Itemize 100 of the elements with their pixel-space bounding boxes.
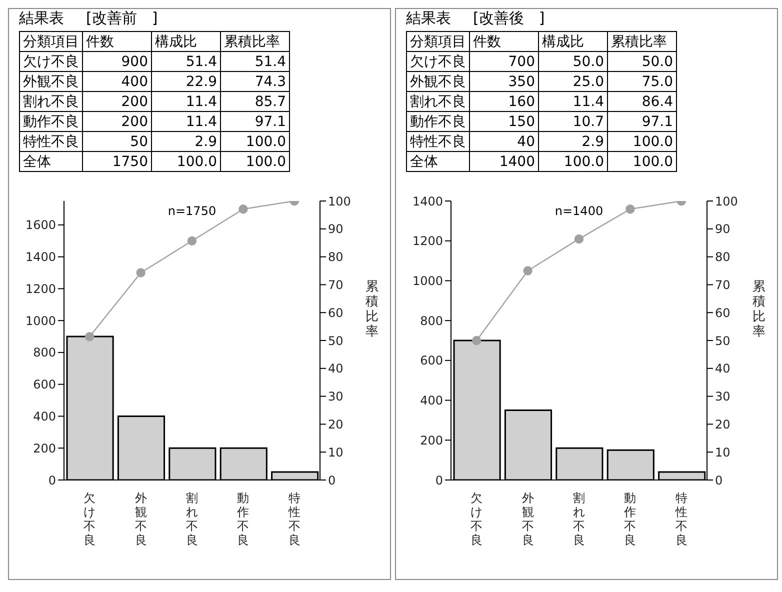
point [472, 336, 482, 346]
point [238, 204, 248, 214]
point [574, 234, 584, 244]
x-tick-label: 割れ不良 [573, 491, 585, 547]
text: 50.0 [538, 52, 608, 72]
text: 75.0 [608, 72, 676, 92]
y2-axis-title: 累積比率 [366, 279, 378, 340]
y2-tick-label: 20 [715, 417, 730, 432]
x-tick-label: 外観不良 [522, 491, 534, 547]
chart-subtitle: [改善後 ] [473, 9, 545, 29]
text: 11.4 [152, 112, 220, 132]
y2-tick-label: 40 [328, 362, 344, 376]
y-tick-label: 1400 [412, 194, 443, 208]
text: 割れ不良 [20, 92, 82, 112]
text: 86.4 [608, 92, 676, 112]
text: 動作不良 [20, 112, 82, 132]
text: 25.0 [538, 72, 608, 92]
y2-tick-label: 60 [715, 306, 730, 320]
text: 全体 [20, 152, 82, 172]
chart-title: 結果表 [19, 9, 64, 29]
text: 100.0 [608, 152, 676, 172]
text: 200 [82, 92, 152, 112]
text: 2.9 [538, 132, 608, 152]
text: 350 [470, 72, 538, 92]
y-tick-label: 1000 [25, 314, 56, 328]
x-tick-label: 特性不良 [287, 491, 300, 547]
text: 100.0 [220, 132, 290, 152]
y-tick-label: 1200 [25, 282, 56, 296]
y-tick-label: 1600 [25, 218, 56, 232]
text: 50 [82, 132, 152, 152]
x-tick-label: 外観不良 [134, 491, 147, 547]
text: 100.0 [152, 152, 220, 172]
text: 特性不良 [20, 132, 82, 152]
point [187, 236, 197, 246]
y-tick-label: 400 [33, 409, 56, 424]
text: 400 [82, 72, 152, 92]
y-tick-label: 400 [420, 394, 443, 408]
point [85, 332, 94, 342]
text: 50.0 [608, 52, 676, 72]
text: 構成比 [152, 32, 220, 52]
text: 11.4 [152, 92, 220, 112]
y2-tick-label: 70 [328, 278, 344, 292]
y-tick-label: 0 [48, 473, 56, 488]
text: 外観不良 [406, 72, 470, 92]
text: 51.4 [220, 52, 290, 72]
x-tick-label: 割れ不良 [186, 491, 198, 547]
text: 11.4 [538, 92, 608, 112]
text: 100.0 [538, 152, 608, 172]
y2-tick-label: 80 [328, 250, 344, 264]
x-tick-label: 欠け不良 [470, 491, 483, 547]
y2-tick-label: 90 [328, 222, 344, 236]
text: 900 [82, 52, 152, 72]
text: 外観不良 [20, 72, 82, 92]
y2-tick-label: 10 [328, 445, 344, 460]
y-tick-label: 1400 [25, 250, 56, 264]
text: 割れ不良 [406, 92, 470, 112]
text: 160 [470, 92, 538, 112]
text: 累積比率 [220, 32, 290, 52]
y-tick-label: 800 [420, 314, 443, 328]
text: 10.7 [538, 112, 608, 132]
x-tick-label: 動作不良 [623, 491, 636, 547]
x-tick-label: 欠け不良 [84, 491, 96, 547]
text: 700 [470, 52, 538, 72]
text: 97.1 [220, 112, 290, 132]
y2-tick-label: 50 [715, 334, 730, 348]
y2-tick-label: 30 [328, 390, 344, 404]
y2-tick-label: 50 [328, 334, 344, 348]
y2-tick-label: 80 [715, 250, 730, 264]
annotation: n=1750 [166, 204, 218, 218]
text: 特性不良 [406, 132, 470, 152]
y-tick-label: 200 [420, 433, 443, 448]
text: 累積比率 [608, 32, 676, 52]
text: 97.1 [608, 112, 676, 132]
text: 40 [470, 132, 538, 152]
y2-tick-label: 70 [715, 278, 730, 292]
annotation: n=1400 [554, 204, 604, 218]
y2-tick-label: 10 [715, 445, 730, 460]
text: 100.0 [608, 132, 676, 152]
y-tick-label: 200 [33, 441, 56, 456]
y2-tick-label: 0 [328, 473, 336, 488]
chart-subtitle: [改善前 ] [86, 9, 158, 29]
chart-title: 結果表 [406, 9, 451, 29]
text: 150 [470, 112, 538, 132]
text: 構成比 [538, 32, 608, 52]
y2-tick-label: 90 [715, 222, 730, 236]
y2-tick-label: 0 [715, 473, 723, 488]
y-tick-label: 600 [420, 354, 443, 368]
text: 件数 [470, 32, 538, 52]
text: 51.4 [152, 52, 220, 72]
point [626, 204, 635, 214]
y-tick-label: 600 [33, 378, 56, 392]
text: 分類項目 [20, 32, 82, 52]
text: 欠け不良 [406, 52, 470, 72]
y-tick-label: 0 [435, 473, 443, 488]
text: 85.7 [220, 92, 290, 112]
text: 件数 [82, 32, 152, 52]
text: 2.9 [152, 132, 220, 152]
x-tick-label: 動作不良 [236, 491, 250, 547]
text: 74.3 [220, 72, 290, 92]
point [523, 266, 532, 276]
